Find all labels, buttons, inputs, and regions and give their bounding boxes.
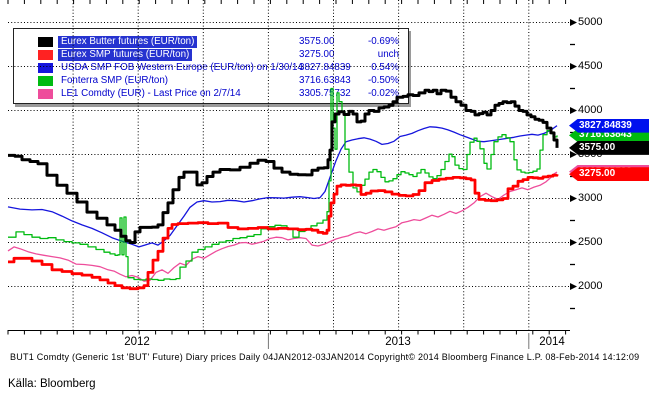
legend-change: unch xyxy=(377,48,399,60)
footer-text: BUT1 Comdty (Generic 1st 'BUT' Future) D… xyxy=(10,352,640,362)
legend-label: Eurex SMP futures (EUR/ton) xyxy=(58,48,193,61)
legend-panel: Eurex Butter futures (EUR/ton) 3575.00 -… xyxy=(13,28,409,104)
source-label: Källa: Bloomberg xyxy=(8,378,96,390)
legend-row-eurex-smp[interactable]: Eurex SMP futures (EUR/ton) 3275.00 unch xyxy=(14,48,408,61)
legend-label: Eurex Butter futures (EUR/ton) xyxy=(58,35,198,48)
y-axis-label-4500: 4500 xyxy=(578,60,603,72)
legend-swatch-eurex-smp xyxy=(38,49,53,60)
y-axis-label-2500: 2500 xyxy=(578,236,603,248)
legend-value: 3716.63843 xyxy=(299,75,351,87)
series-line-usda-smp xyxy=(7,125,558,248)
legend-label: Fonterra SMP (EUR/ton) xyxy=(61,75,169,87)
legend-swatch-usda-smp xyxy=(38,62,53,73)
y-axis-label-5000: 5000 xyxy=(578,16,603,28)
y-axis-label-4000: 4000 xyxy=(578,104,603,116)
legend-swatch-eurex-butter xyxy=(38,36,53,47)
legend-swatch-fonterra-smp xyxy=(38,76,53,87)
legend-change: 0.54% xyxy=(371,61,399,73)
axis-arrow-icon xyxy=(570,63,577,70)
legend-row-fonterra-smp[interactable]: Fonterra SMP (EUR/ton) 3716.63843 -0.50% xyxy=(14,75,408,88)
price-tag-usda-smp: 3827.84839 xyxy=(569,118,649,133)
legend-row-eurex-butter[interactable]: Eurex Butter futures (EUR/ton) 3575.00 -… xyxy=(14,35,408,48)
price-tag-eurex-smp: 3275.00 xyxy=(569,167,649,182)
legend-row-le1-comdty[interactable]: LE1 Comdty (EUR) - Last Price on 2/7/14 … xyxy=(14,88,408,101)
axis-arrow-icon xyxy=(570,107,577,114)
legend-value: 3275.00 xyxy=(299,48,335,60)
y-axis-label-2000: 2000 xyxy=(578,280,603,292)
legend-value: 3305.75732 xyxy=(299,88,351,100)
series-line-le1-comdty xyxy=(7,171,558,282)
axis-arrow-icon xyxy=(570,195,577,202)
legend-swatch-le1-comdty xyxy=(38,89,53,100)
legend-change: -0.50% xyxy=(367,75,399,87)
legend-value: 3827.84839 xyxy=(299,61,351,73)
x-year-label-2013: 2013 xyxy=(385,336,411,348)
legend-value: 3575.00 xyxy=(299,35,335,47)
series-line-fonterra-smp xyxy=(8,87,558,281)
legend-label: USDA SMP FOB Western Europe (EUR/ton) on… xyxy=(61,61,303,73)
legend-change: -0.02% xyxy=(367,88,399,100)
legend-label: LE1 Comdty (EUR) - Last Price on 2/7/14 xyxy=(61,88,241,100)
y-axis-label-3000: 3000 xyxy=(578,192,603,204)
legend-row-usda-smp[interactable]: USDA SMP FOB Western Europe (EUR/ton) on… xyxy=(14,61,408,74)
series-line-eurex-butter xyxy=(8,88,559,244)
axis-arrow-icon xyxy=(570,239,577,246)
series-line-eurex-smp xyxy=(8,173,559,291)
x-year-label-2014: 2014 xyxy=(539,336,565,348)
axis-arrow-icon xyxy=(570,19,577,26)
price-tag-eurex-butter: 3575.00 xyxy=(569,140,649,155)
x-year-label-2012: 2012 xyxy=(124,336,150,348)
axis-arrow-icon xyxy=(570,283,577,290)
legend-change: -0.69% xyxy=(367,35,399,47)
